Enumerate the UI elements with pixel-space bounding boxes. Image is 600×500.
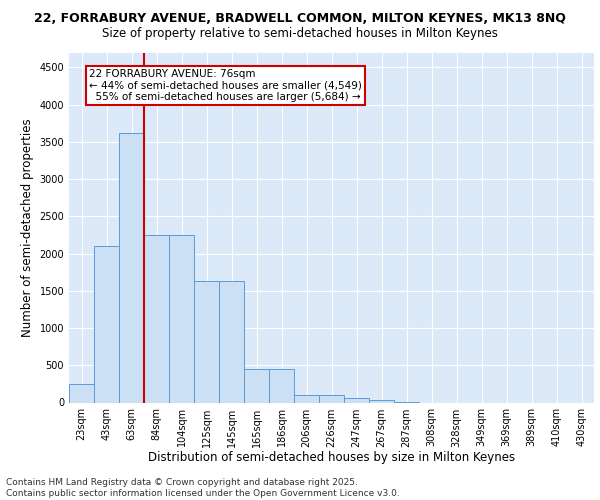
X-axis label: Distribution of semi-detached houses by size in Milton Keynes: Distribution of semi-detached houses by … [148, 451, 515, 464]
Bar [294, 395, 319, 402]
Text: Contains HM Land Registry data © Crown copyright and database right 2025.
Contai: Contains HM Land Registry data © Crown c… [6, 478, 400, 498]
Text: 22, FORRABURY AVENUE, BRADWELL COMMON, MILTON KEYNES, MK13 8NQ: 22, FORRABURY AVENUE, BRADWELL COMMON, M… [34, 12, 566, 26]
Bar [369, 400, 394, 402]
Bar [69, 384, 94, 402]
Text: Size of property relative to semi-detached houses in Milton Keynes: Size of property relative to semi-detach… [102, 28, 498, 40]
Bar [194, 282, 219, 403]
Y-axis label: Number of semi-detached properties: Number of semi-detached properties [21, 118, 34, 337]
Bar [94, 246, 119, 402]
Bar [269, 369, 294, 402]
Bar [219, 282, 244, 403]
Bar [244, 369, 269, 402]
Bar [344, 398, 369, 402]
Bar [169, 235, 194, 402]
Bar [144, 235, 169, 402]
Text: 22 FORRABURY AVENUE: 76sqm
← 44% of semi-detached houses are smaller (4,549)
  5: 22 FORRABURY AVENUE: 76sqm ← 44% of semi… [89, 69, 362, 102]
Bar [119, 132, 144, 402]
Bar [319, 395, 344, 402]
